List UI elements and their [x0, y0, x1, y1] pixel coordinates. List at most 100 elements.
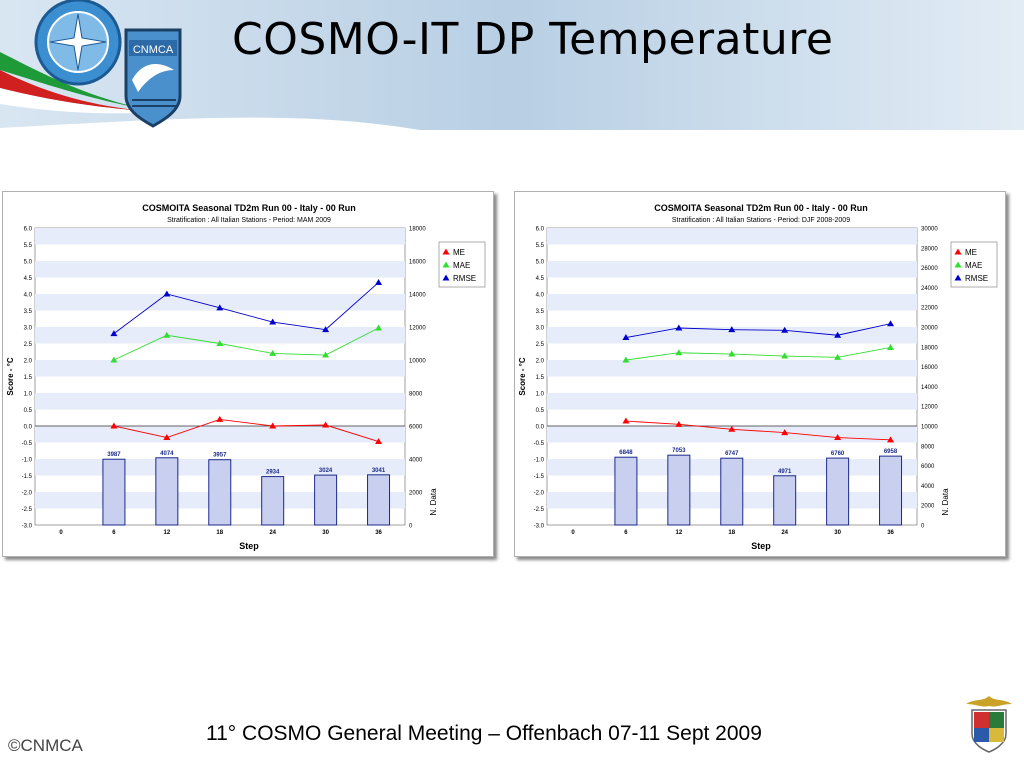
- y-tick-label: 2.0: [24, 359, 33, 365]
- y2-tick-label: 0: [409, 524, 413, 530]
- series-line-me: [113, 418, 379, 442]
- y-tick-label: 3.0: [24, 326, 33, 332]
- cnmca-logo: CNMCA: [34, 0, 182, 128]
- series-point-rmse: [622, 334, 630, 341]
- y-tick-label: 4.5: [24, 276, 33, 282]
- series-point-rmse: [781, 326, 789, 333]
- y-tick-label: 5.5: [24, 243, 33, 249]
- series-point-rmse: [163, 290, 171, 297]
- grid-band: [35, 261, 405, 278]
- legend-label-rmse: RMSE: [453, 274, 476, 283]
- ndata-bar-label: 3957: [213, 453, 227, 459]
- y-tick-label: 0.0: [24, 425, 33, 431]
- y-tick-label: 3.5: [24, 309, 33, 315]
- y2-tick-label: 0: [921, 524, 925, 530]
- y-tick-label: 1.5: [536, 375, 545, 381]
- grid-band: [35, 426, 405, 443]
- y-tick-label: -3.0: [22, 524, 33, 530]
- logo-text: CNMCA: [133, 44, 174, 56]
- series-point-me: [375, 438, 383, 445]
- y-tick-label: 5.0: [24, 260, 33, 266]
- chart-svg-left: COSMOITA Seasonal TD2m Run 00 - Italy - …: [6, 203, 486, 551]
- x-tick-label: 6: [624, 530, 628, 536]
- y2-tick-label: 10000: [409, 359, 426, 365]
- ndata-bar: [314, 474, 338, 526]
- grid-band: [547, 228, 917, 245]
- legend-label-mae: MAE: [965, 261, 982, 270]
- series-line-rmse: [625, 323, 891, 339]
- ndata-bar-label: 6760: [831, 451, 845, 457]
- ndata-bar-label: 6747: [725, 451, 739, 457]
- y-tick-label: 4.5: [536, 276, 545, 282]
- series-point-me: [728, 425, 736, 432]
- y-tick-label: 2.5: [536, 342, 545, 348]
- y-tick-label: -1.0: [22, 458, 33, 464]
- y2-tick-label: 30000: [921, 227, 938, 233]
- legend-label-rmse: RMSE: [965, 274, 988, 283]
- y2-tick-label: 20000: [921, 326, 938, 332]
- chart-title: COSMOITA Seasonal TD2m Run 00 - Italy - …: [654, 203, 868, 213]
- legend-marker-me: [442, 248, 450, 255]
- series-point-mae: [163, 331, 171, 338]
- series-point-mae: [834, 353, 842, 360]
- ndata-bar: [614, 456, 638, 526]
- y-tick-label: 0.0: [536, 425, 545, 431]
- y2-axis-label: N. Data: [941, 488, 950, 516]
- y-tick-label: 4.0: [24, 293, 33, 299]
- y2-tick-label: 8000: [921, 444, 935, 450]
- series-point-rmse: [375, 278, 383, 285]
- grid-band: [547, 261, 917, 278]
- y2-tick-label: 4000: [409, 458, 423, 464]
- ndata-bar-label: 4971: [778, 469, 792, 475]
- x-tick-label: 30: [834, 530, 841, 536]
- ndata-bar: [367, 474, 391, 526]
- y-tick-label: -1.0: [534, 458, 545, 464]
- series-point-rmse: [728, 326, 736, 333]
- x-tick-label: 18: [728, 530, 735, 536]
- series-line-rmse: [113, 282, 379, 334]
- y-tick-label: 3.0: [536, 326, 545, 332]
- grid-band: [35, 327, 405, 344]
- legend-marker-rmse: [442, 274, 450, 281]
- chart-djf-2008-2009: COSMOITA Seasonal TD2m Run 00 - Italy - …: [514, 191, 1006, 557]
- grid-band: [547, 393, 917, 410]
- ndata-bar-label: 2934: [266, 470, 280, 476]
- grid-band: [35, 228, 405, 245]
- chart-subtitle: Stratification : All Italian Stations - …: [167, 217, 331, 224]
- x-tick-label: 18: [216, 530, 223, 536]
- series-point-rmse: [834, 331, 842, 338]
- y2-tick-label: 8000: [409, 392, 423, 398]
- y2-tick-label: 12000: [409, 326, 426, 332]
- ndata-bar: [720, 457, 744, 526]
- series-point-mae: [110, 356, 118, 363]
- legend-marker-mae: [954, 261, 962, 268]
- series-point-me: [269, 422, 277, 429]
- ndata-bar: [826, 457, 850, 526]
- y-tick-label: 2.0: [536, 359, 545, 365]
- legend-marker-rmse: [954, 274, 962, 281]
- chart-title: COSMOITA Seasonal TD2m Run 00 - Italy - …: [142, 203, 356, 213]
- x-axis-label: Step: [239, 541, 259, 551]
- y-tick-label: -2.5: [534, 507, 545, 513]
- series-point-mae: [322, 351, 330, 358]
- ndata-bar: [879, 455, 903, 526]
- series-point-mae: [728, 350, 736, 357]
- legend-label-mae: MAE: [453, 261, 470, 270]
- y2-tick-label: 16000: [921, 365, 938, 371]
- series-point-me: [887, 436, 895, 443]
- x-tick-label: 24: [269, 530, 276, 536]
- ndata-bar-label: 3041: [372, 468, 386, 474]
- x-tick-label: 12: [164, 530, 171, 536]
- copyright-logo: ©CNMCA: [8, 736, 83, 755]
- ndata-bar: [155, 457, 179, 526]
- y-tick-label: 5.0: [536, 260, 545, 266]
- series-point-mae: [375, 324, 383, 331]
- y-tick-label: 1.0: [24, 392, 33, 398]
- series-point-mae: [675, 349, 683, 356]
- y-tick-label: 2.5: [24, 342, 33, 348]
- ndata-bar: [208, 459, 232, 526]
- series-point-rmse: [216, 304, 224, 311]
- y-tick-label: 0.5: [536, 408, 545, 414]
- series-point-mae: [216, 340, 224, 346]
- series-point-mae: [887, 343, 895, 350]
